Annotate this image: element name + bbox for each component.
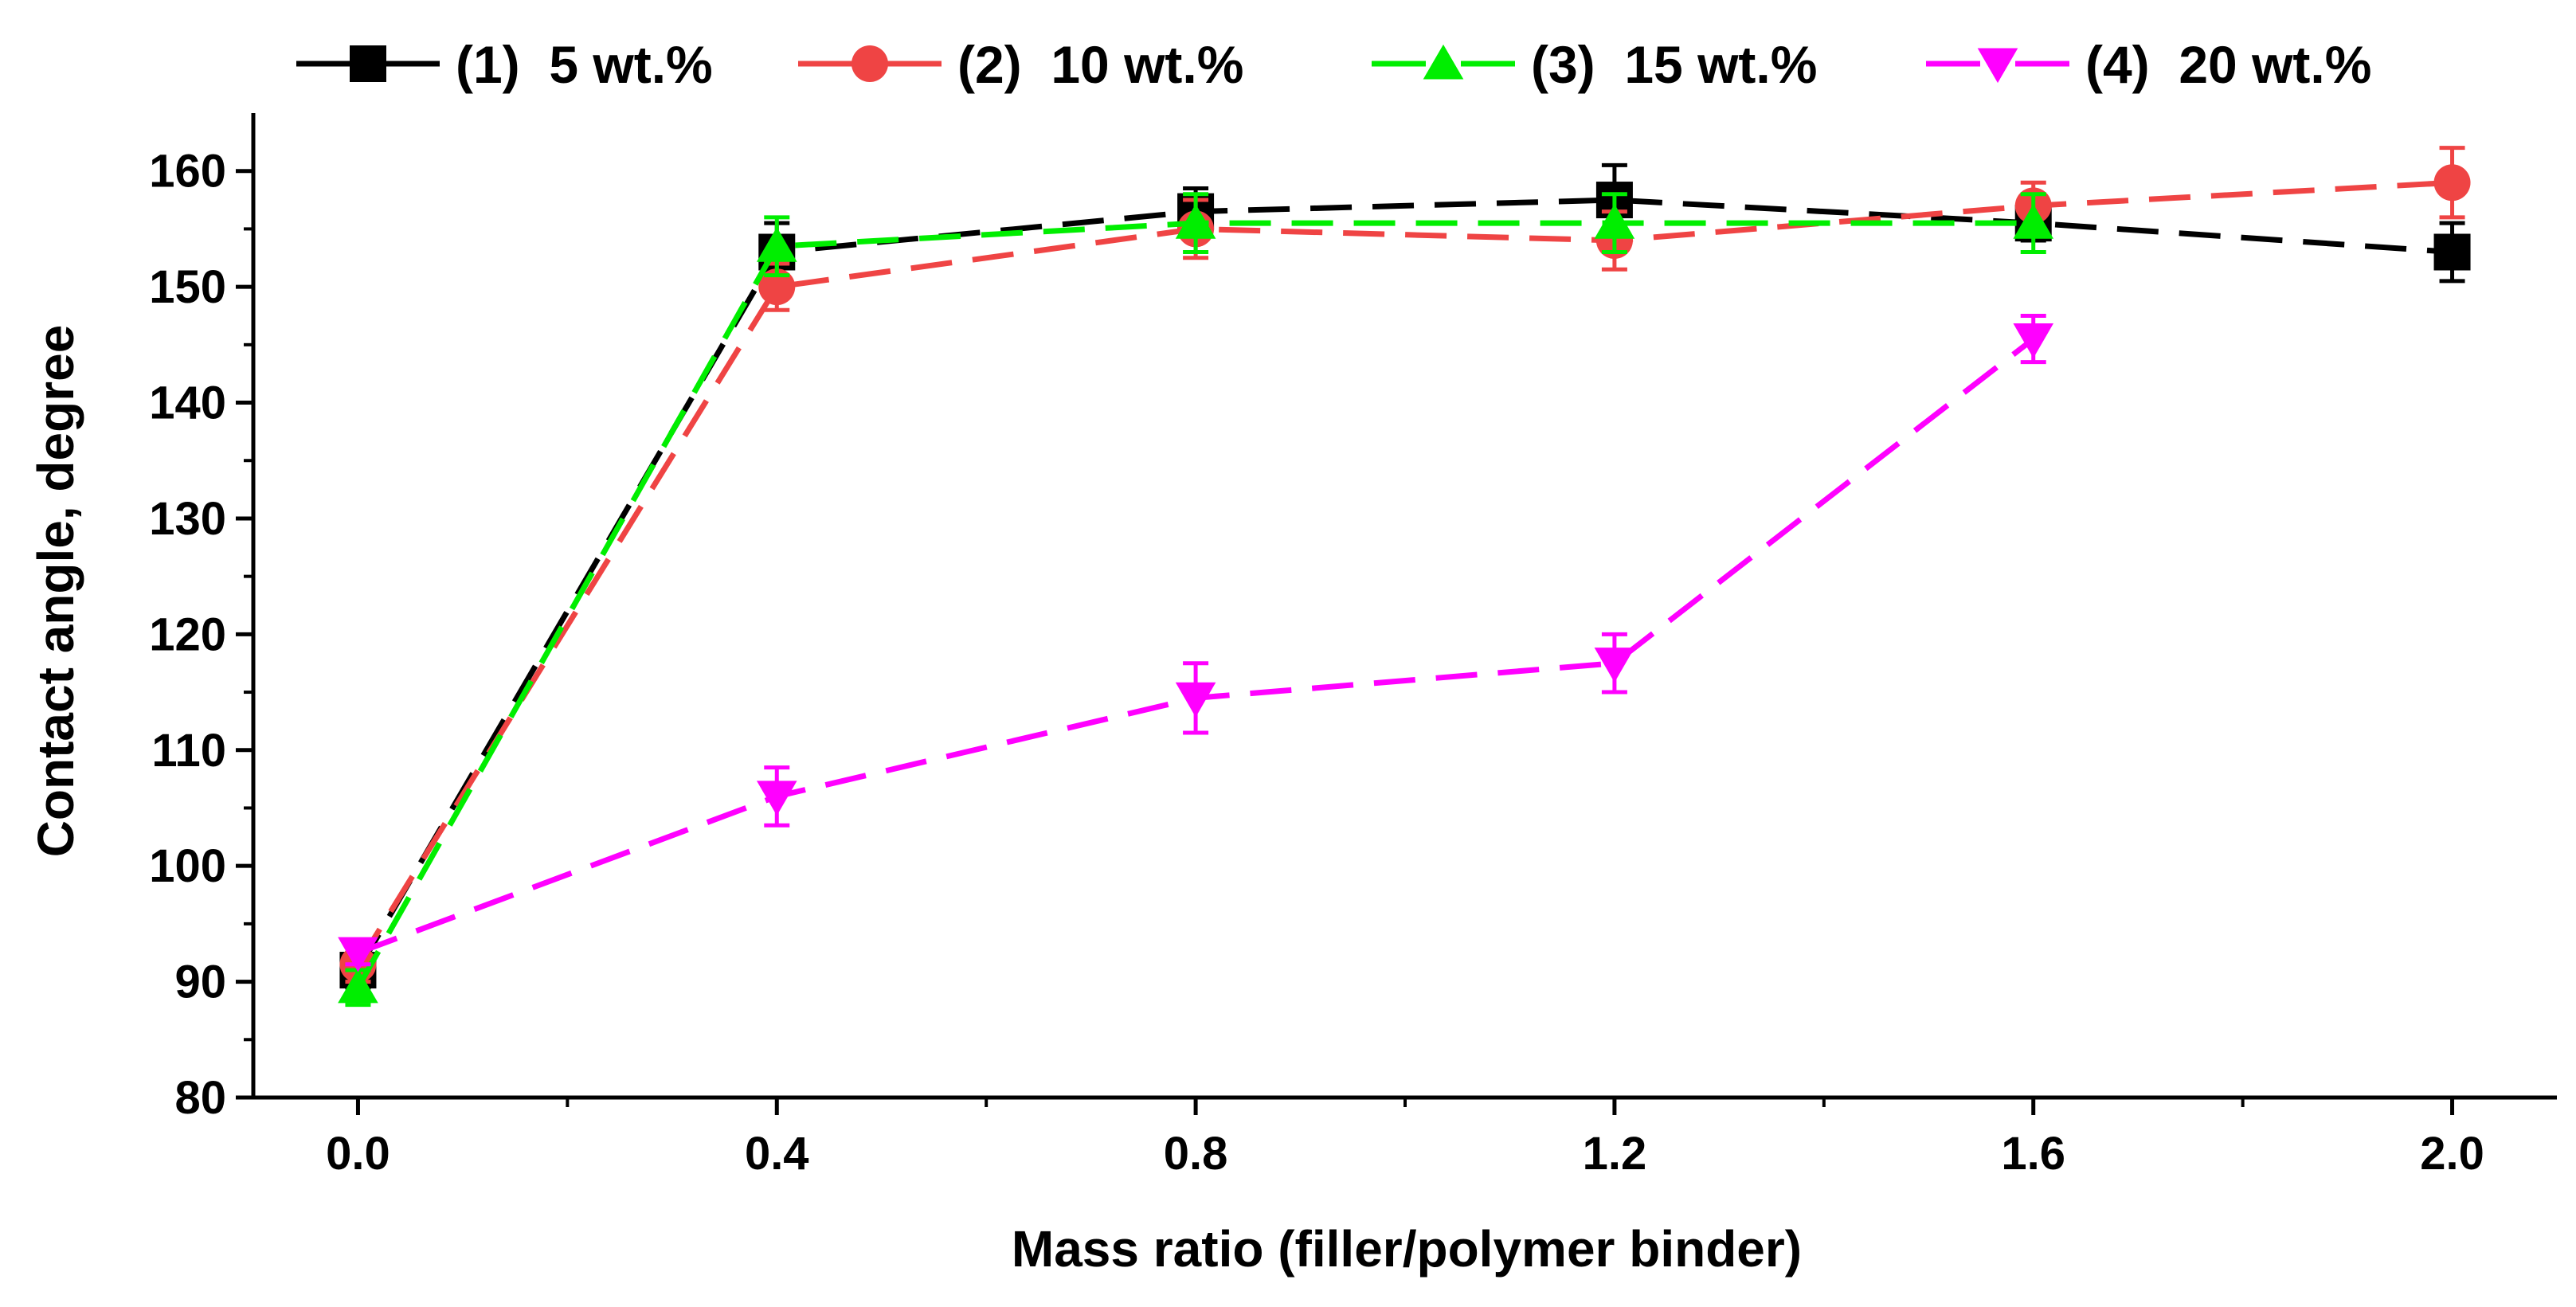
- x-tick-label: 2.0: [2420, 1128, 2484, 1180]
- legend-entry-3: (3) 15 wt.%: [1372, 35, 1817, 94]
- legend-label: (4) 20 wt.%: [2085, 35, 2371, 94]
- series-line: [355, 179, 2453, 966]
- y-tick-label: 130: [149, 493, 226, 545]
- x-axis-title: Mass ratio (filler/polymer binder): [1012, 1220, 1802, 1278]
- y-tick-label: 80: [174, 1072, 226, 1124]
- legend-marker: [1423, 44, 1464, 80]
- data-point: [2433, 233, 2471, 271]
- legend-entry-2: (2) 10 wt.%: [798, 35, 1243, 94]
- y-tick-label: 120: [149, 608, 226, 660]
- data-point: [756, 227, 797, 262]
- legend-marker: [851, 45, 888, 82]
- legend-label: (2) 10 wt.%: [957, 35, 1243, 94]
- x-tick-label: 1.2: [1583, 1128, 1647, 1180]
- data-point: [338, 968, 378, 1004]
- data-point: [2433, 164, 2471, 202]
- series-2: [339, 146, 2471, 984]
- x-tick-label: 1.6: [2001, 1128, 2065, 1180]
- x-tick-label: 0.4: [745, 1128, 809, 1180]
- series-line: [357, 336, 2035, 956]
- series-4: [338, 313, 2054, 972]
- x-tick-label: 0.0: [326, 1128, 390, 1180]
- series-line: [355, 197, 2453, 972]
- data-point: [2013, 323, 2054, 358]
- series-line: [355, 220, 2034, 989]
- data-point: [2013, 203, 2054, 239]
- series-layer: [338, 146, 2471, 1008]
- legend: (1) 5 wt.% (2) 10 wt.% (3) 15 wt.% (4) 20 w…: [296, 35, 2371, 94]
- y-tick-label: 100: [149, 840, 226, 892]
- legend-marker: [350, 45, 386, 82]
- legend-marker: [1977, 48, 2018, 84]
- y-tick-label: 110: [151, 725, 226, 777]
- legend-entry-1: (1) 5 wt.%: [296, 35, 713, 94]
- y-tick-label: 150: [149, 261, 226, 313]
- x-tick-label: 0.8: [1164, 1128, 1228, 1180]
- data-point: [1175, 682, 1216, 718]
- data-point: [758, 268, 796, 306]
- y-tick-label: 90: [174, 957, 226, 1008]
- y-axis-title: Contact angle, degree: [27, 325, 84, 858]
- y-tick-label: 140: [149, 378, 226, 429]
- data-point: [1175, 203, 1216, 239]
- axes-layer: 80 90 100 110 120 130 140 150 160 0.0 0.4 0.8 1.2 1.6…: [149, 113, 2557, 1180]
- data-point: [338, 937, 378, 972]
- data-point: [756, 781, 797, 816]
- legend-label: (1) 5 wt.%: [456, 35, 713, 94]
- y-tick-label: 160: [149, 146, 226, 198]
- series-1: [339, 162, 2471, 990]
- legend-label: (3) 15 wt.%: [1531, 35, 1817, 94]
- series-3: [338, 192, 2054, 1008]
- data-point: [1594, 648, 1635, 683]
- legend-entry-4: (4) 20 wt.%: [1926, 35, 2371, 94]
- data-point: [1594, 203, 1635, 239]
